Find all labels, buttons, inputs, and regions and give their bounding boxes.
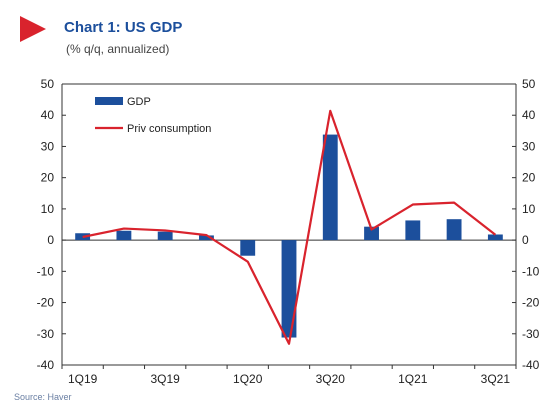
chart-subtitle: (% q/q, annualized): [66, 42, 170, 56]
y-tick-label-left: -40: [37, 358, 55, 372]
gdp-bar: [281, 240, 297, 338]
gdp-bar: [446, 219, 462, 241]
y-tick-label-right: 10: [522, 202, 536, 216]
gdp-bar: [116, 230, 132, 241]
x-tick-label: 1Q19: [68, 372, 98, 386]
gdp-bars: [75, 134, 503, 338]
gdp-bar: [322, 134, 338, 241]
gdp-bar: [157, 231, 173, 241]
y-tick-label-left: 10: [41, 202, 55, 216]
x-tick-label: 3Q19: [151, 372, 181, 386]
y-tick-label-left: 30: [41, 139, 55, 153]
chart-title: Chart 1: US GDP: [64, 19, 183, 36]
legend-gdp-swatch: [95, 97, 123, 105]
legend-consumption-label: Priv consumption: [127, 123, 211, 135]
gdp-bar: [487, 234, 503, 241]
y-tick-label-right: 20: [522, 171, 536, 185]
chart-legend: GDP Priv consumption: [95, 96, 211, 135]
y-tick-label-left: 20: [41, 171, 55, 185]
x-tick-label: 1Q20: [233, 372, 263, 386]
chart-axes: -40 -40 -30 -30 -20 -20 -10 -10 0 0 10 10 20 20 30 30 40…: [37, 77, 540, 386]
x-tick-label: 3Q20: [316, 372, 346, 386]
gdp-bar: [405, 220, 421, 241]
gdp-bar: [364, 226, 379, 241]
y-tick-label-right: -30: [522, 327, 540, 341]
x-tick-label: 3Q21: [481, 372, 511, 386]
y-tick-label-right: 0: [522, 233, 529, 247]
y-tick-label-left: -20: [37, 296, 55, 310]
y-tick-label-right: 40: [522, 108, 536, 122]
y-tick-label-left: 40: [41, 108, 55, 122]
x-tick-label: 1Q21: [398, 372, 428, 386]
chart-source: Source: Haver: [14, 392, 72, 402]
y-tick-label-right: 50: [522, 77, 536, 91]
y-tick-label-right: 30: [522, 139, 536, 153]
y-tick-label-left: 50: [41, 77, 55, 91]
gdp-bar: [240, 240, 256, 256]
title-triangle-icon: [20, 16, 46, 42]
y-tick-label-left: -10: [37, 264, 55, 278]
legend-gdp-label: GDP: [127, 96, 151, 108]
y-tick-label-left: 0: [47, 233, 54, 247]
y-tick-label-right: -10: [522, 264, 540, 278]
gdp-bar: [199, 235, 214, 241]
y-tick-label-left: -30: [37, 327, 55, 341]
y-tick-label-right: -20: [522, 296, 540, 310]
y-tick-label-right: -40: [522, 358, 540, 372]
consumption-line-group: [82, 109, 497, 345]
consumption-line: [82, 109, 497, 345]
